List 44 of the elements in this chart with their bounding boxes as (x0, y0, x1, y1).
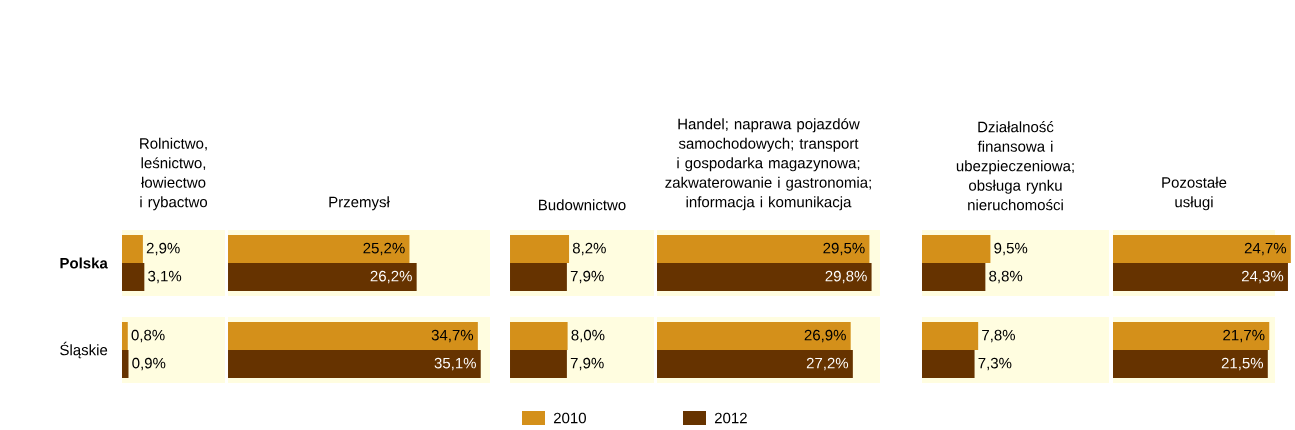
data-label: 24,7% (1244, 242, 1287, 256)
chart-title: Budownictwo (539, 199, 626, 211)
bar (922, 262, 986, 291)
data-label: 25,2% (363, 242, 405, 256)
chart-title: Przemysł (329, 196, 390, 211)
data-label: 3,1% (148, 270, 182, 284)
data-label: 8,0% (571, 329, 605, 343)
data-label: 8,2% (572, 242, 606, 256)
bar (228, 235, 410, 263)
data-label: 2,9% (146, 242, 180, 256)
data-label: 21,5% (1221, 357, 1264, 371)
data-label: 27,2% (806, 357, 849, 371)
data-label: 26,2% (370, 270, 412, 284)
data-label: 29,5% (823, 242, 865, 256)
bar (922, 349, 975, 378)
bar (122, 235, 143, 263)
y-tick-label: Śląskie (60, 341, 108, 359)
data-label: 8,8% (989, 270, 1023, 284)
data-label: 9,5% (994, 242, 1028, 256)
data-label: 35,1% (434, 357, 476, 371)
data-label: 26,9% (804, 329, 846, 343)
data-label: 7,8% (982, 329, 1016, 343)
bar (122, 321, 128, 350)
bar (122, 262, 145, 291)
bar (922, 321, 979, 350)
data-label: 0,9% (132, 357, 166, 371)
data-label: 7,9% (570, 270, 604, 284)
data-label: 7,3% (978, 357, 1012, 371)
data-label: 0,8% (131, 329, 165, 343)
data-label: 7,9% (570, 357, 604, 371)
data-label: 34,7% (431, 329, 474, 343)
data-label: 24,3% (1241, 270, 1284, 284)
chart-title: Pozostałe usługi (1162, 176, 1227, 211)
data-label: 21,7% (1223, 329, 1265, 343)
bar (122, 349, 129, 378)
data-label: 29,8% (825, 270, 867, 284)
chart-title: Działalność finansowa i ubezpieczeniowa; obsługa rynku nieruchomości (956, 121, 1074, 211)
legend-label: 2012 (714, 412, 747, 424)
bar (922, 235, 991, 263)
chart-title: Rolnictwo, leśnictwo, łowiectwo i rybactwo (140, 137, 208, 211)
y-tick-label: Polska (60, 257, 108, 269)
legend-label: 2010 (553, 412, 586, 424)
chart-title: Handel; naprawa pojazdów samochodowych; transport i gospodarka magazynowa; zakwaterowanie i gastronomia; informacja i komunikacja (665, 118, 871, 211)
bar (228, 262, 417, 291)
